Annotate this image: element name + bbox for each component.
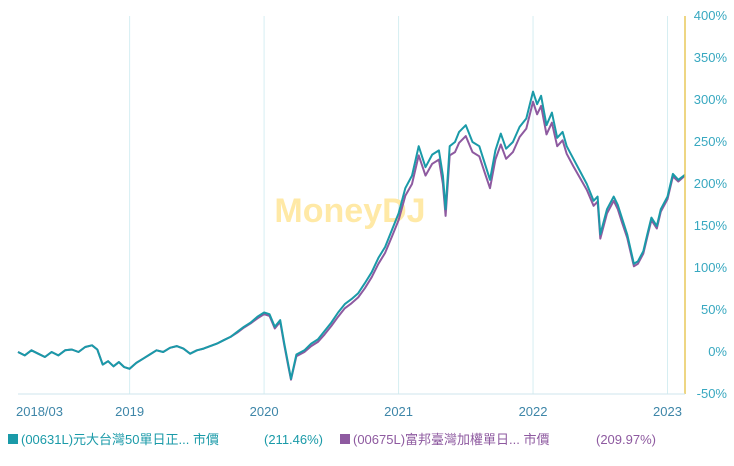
x-tick-label: 2020 xyxy=(250,404,279,419)
series-line-1 xyxy=(17,90,686,380)
x-tick-label: 2018/03 xyxy=(16,404,63,419)
y-tick-label: 400% xyxy=(694,8,728,23)
legend-item-series-1[interactable]: (00631L)元大台灣50單日正... 市價 (211.46%) xyxy=(8,432,323,447)
y-tick-label: 250% xyxy=(694,134,728,149)
y-tick-label: 200% xyxy=(694,176,728,191)
y-tick-label: 150% xyxy=(694,218,728,233)
x-tick-label: 2023 xyxy=(653,404,682,419)
legend-swatch-series-1 xyxy=(8,434,18,444)
y-tick-label: 0% xyxy=(708,344,727,359)
legend: (00631L)元大台灣50單日正... 市價 (211.46%) (00675… xyxy=(8,432,656,447)
legend-label-series-1: (00631L)元大台灣50單日正... 市價 xyxy=(21,432,219,447)
grid-lines xyxy=(129,16,669,394)
x-tick-labels: 2018/03 2019 2020 2021 2022 2023 xyxy=(16,404,682,419)
legend-return-series-1: (211.46%) xyxy=(264,432,323,447)
y-tick-label: -50% xyxy=(697,386,728,401)
series-layer xyxy=(17,90,686,381)
y-tick-label: 50% xyxy=(701,302,727,317)
legend-return-series-2: (209.97%) xyxy=(596,432,656,447)
y-tick-labels: 400% 350% 300% 250% 200% 150% 100% 50% 0% -50% xyxy=(694,8,728,401)
y-tick-label: 300% xyxy=(694,92,728,107)
x-tick-label: 2021 xyxy=(384,404,413,419)
legend-label-series-2: (00675L)富邦臺灣加權單日... 市價 xyxy=(353,432,550,447)
legend-item-series-2[interactable]: (00675L)富邦臺灣加權單日... 市價 (209.97%) xyxy=(340,432,656,447)
x-tick-label: 2019 xyxy=(115,404,144,419)
y-tick-label: 350% xyxy=(694,50,728,65)
y-tick-label: 100% xyxy=(694,260,728,275)
legend-swatch-series-2 xyxy=(340,434,350,444)
x-tick-label: 2022 xyxy=(519,404,548,419)
